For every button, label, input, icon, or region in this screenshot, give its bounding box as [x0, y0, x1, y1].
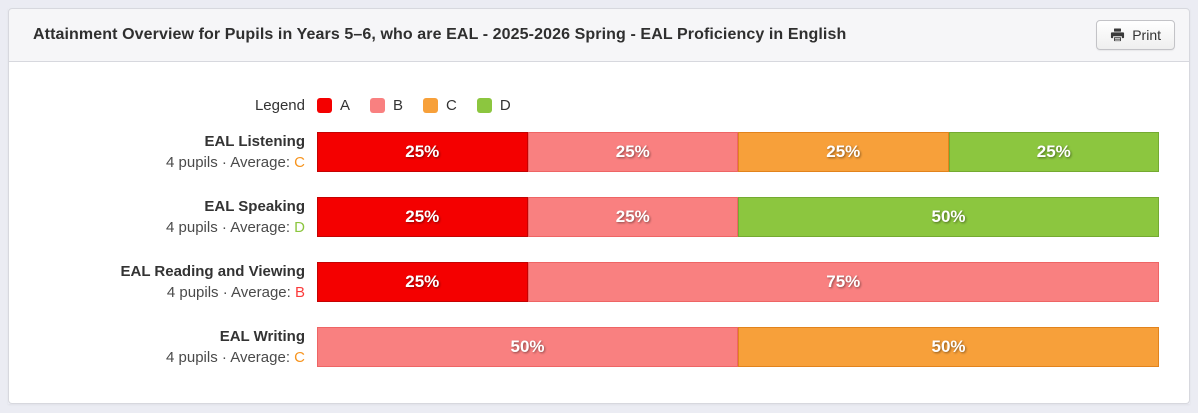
- legend-item-label: A: [340, 96, 351, 114]
- chart-row: EAL Speaking 4 pupils · Average: D 25% 25% 5…: [9, 196, 1159, 238]
- legend-item-label: C: [446, 96, 457, 114]
- row-label: EAL Writing: [219, 328, 305, 345]
- bar-segment-D[interactable]: 50%: [738, 197, 1159, 237]
- printer-icon: [1110, 28, 1125, 42]
- legend-item-A: A: [317, 97, 350, 114]
- row-label-group: EAL Reading and Viewing 4 pupils · Averag…: [9, 261, 317, 303]
- bar-segment-D[interactable]: 25%: [948, 132, 1159, 172]
- chart-row: EAL Reading and Viewing 4 pupils · Averag…: [9, 261, 1159, 303]
- bar-segment-C[interactable]: 25%: [738, 132, 949, 172]
- legend-swatch-A: [317, 97, 332, 113]
- bar-segment-A[interactable]: 25%: [317, 262, 528, 302]
- legend-items: A B C D: [317, 97, 511, 114]
- legend-item-label: D: [499, 96, 511, 114]
- legend-item-label: B: [393, 96, 404, 114]
- bar-segment-B[interactable]: 50%: [317, 327, 738, 367]
- row-average-grade: C: [294, 349, 305, 366]
- legend-label: Legend: [254, 96, 305, 114]
- row-meta: 4 pupils · Average: B: [166, 284, 305, 301]
- row-average-grade: D: [294, 219, 305, 236]
- bar-segment-A[interactable]: 25%: [317, 132, 528, 172]
- row-label-group: EAL Writing 4 pupils · Average: C: [9, 326, 317, 368]
- chart-rows: EAL Listening 4 pupils · Average: C 25% 25%…: [9, 131, 1159, 368]
- row-average-grade: C: [294, 154, 305, 171]
- row-meta: 4 pupils · Average: C: [166, 349, 305, 366]
- legend-item-C: C: [423, 97, 457, 114]
- legend-swatch-B: [370, 97, 386, 113]
- stacked-bar: 25% 25% 50%: [317, 197, 1159, 237]
- chart-area: Legend A B C D EAL Listening 4 pupils · Aver…: [8, 62, 1190, 404]
- bar-segment-B[interactable]: 75%: [527, 262, 1159, 302]
- row-meta: 4 pupils · Average: D: [166, 219, 305, 236]
- page-title: Attainment Overview for Pupils in Years …: [33, 26, 847, 43]
- bar-segment-C[interactable]: 50%: [738, 327, 1159, 367]
- bar-segment-A[interactable]: 25%: [317, 197, 528, 237]
- row-label: EAL Reading and Viewing: [120, 263, 305, 280]
- row-label-group: EAL Speaking 4 pupils · Average: D: [9, 196, 317, 238]
- bar-segment-B[interactable]: 25%: [527, 197, 738, 237]
- legend-item-B: B: [370, 97, 403, 114]
- row-label: EAL Listening: [204, 133, 305, 150]
- chart-row: EAL Listening 4 pupils · Average: C 25% 25%…: [9, 131, 1159, 173]
- stacked-bar: 25% 75%: [317, 262, 1159, 302]
- row-label: EAL Speaking: [204, 198, 305, 215]
- legend-swatch-D: [476, 97, 492, 113]
- legend-item-D: D: [476, 96, 511, 114]
- row-average-grade: B: [294, 284, 305, 301]
- print-button-label: Print: [1132, 27, 1161, 43]
- chart-row: EAL Writing 4 pupils · Average: C 50% 50%: [9, 326, 1159, 368]
- legend-swatch-C: [423, 97, 439, 113]
- bar-segment-B[interactable]: 25%: [527, 132, 738, 172]
- attainment-overview-panel: Attainment Overview for Pupils in Years …: [8, 8, 1190, 404]
- panel-header: Attainment Overview for Pupils in Years …: [8, 8, 1190, 62]
- stacked-bar: 25% 25% 25% 25%: [317, 132, 1159, 172]
- stacked-bar: 50% 50%: [317, 327, 1159, 367]
- row-meta: 4 pupils · Average: C: [166, 154, 305, 171]
- legend: Legend A B C D: [9, 94, 1159, 116]
- row-label-group: EAL Listening 4 pupils · Average: C: [9, 131, 317, 173]
- print-button[interactable]: Print: [1096, 20, 1175, 50]
